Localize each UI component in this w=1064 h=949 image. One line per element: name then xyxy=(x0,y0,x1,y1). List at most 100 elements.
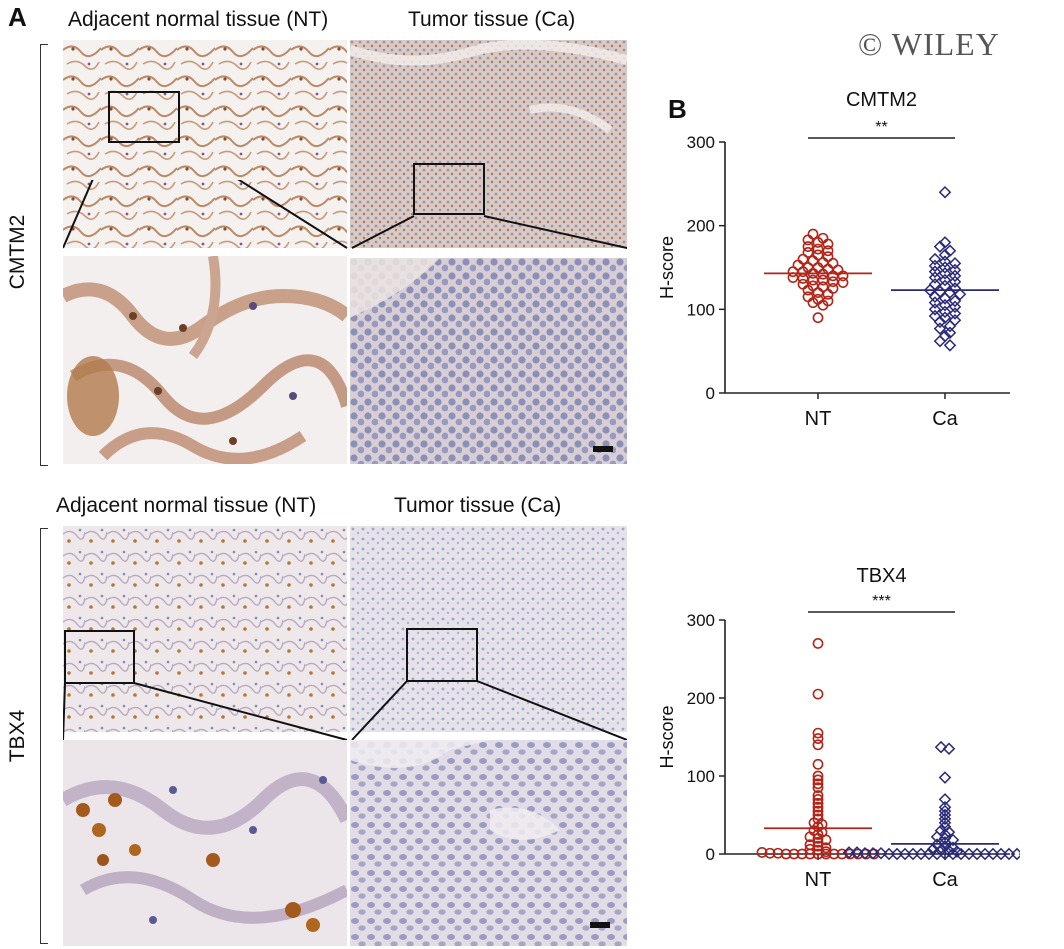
ca-data-point xyxy=(866,846,880,860)
tbx4-nt-lowmag-image xyxy=(63,526,347,732)
ca-data-point xyxy=(948,313,962,327)
ca-data-point xyxy=(938,255,952,268)
ca-data-point xyxy=(850,846,864,859)
ca-data-point xyxy=(938,828,952,841)
nt-data-point xyxy=(822,238,834,250)
x-tick-label-ca: Ca xyxy=(932,869,958,891)
significance-label: *** xyxy=(872,593,891,610)
y-tick-label: 0 xyxy=(706,845,715,864)
tbx4-nt-highmag-image xyxy=(63,740,347,946)
nt-data-point xyxy=(796,848,808,860)
ca-data-point xyxy=(994,847,1008,861)
nt-data-point xyxy=(812,774,824,786)
ca-data-point xyxy=(938,329,952,343)
significance-label: ** xyxy=(875,119,887,136)
nt-data-point xyxy=(812,733,824,744)
ca-data-point xyxy=(928,309,942,323)
nt-data-point xyxy=(820,846,832,858)
nt-data-point xyxy=(812,809,824,821)
cmtm2-ca-lowmag-image xyxy=(350,40,627,248)
ca-data-point xyxy=(938,267,952,280)
cmtm2-ca-highmag-image xyxy=(350,258,627,464)
y-tick-label: 0 xyxy=(706,384,715,403)
ca-data-point xyxy=(948,269,962,283)
ca-data-point xyxy=(948,307,962,320)
ca-data-point xyxy=(948,263,962,277)
row2-right-title: Tumor tissue (Ca) xyxy=(394,494,562,517)
nt-data-point xyxy=(812,727,824,739)
row1-label: CMTM2 xyxy=(6,214,29,290)
ca-data-point xyxy=(934,824,948,837)
cmtm2-hscore-chart: CMTM2 ** 0 100 200 300 H-score NT Ca xyxy=(657,89,1010,430)
ca-data-point xyxy=(928,259,942,273)
ca-data-point xyxy=(1010,847,1020,861)
ca-data-point xyxy=(938,305,952,319)
ca-data-point xyxy=(874,846,888,860)
nt-data-point xyxy=(817,281,829,293)
nt-data-point xyxy=(812,758,824,770)
nt-data-point xyxy=(820,842,832,854)
tbx4-ca-highmag-image xyxy=(350,740,627,946)
nt-data-point xyxy=(812,312,824,324)
ca-data-point xyxy=(938,248,952,262)
tbx4-ca-lowmag-image xyxy=(350,526,627,732)
nt-data-point xyxy=(812,638,824,649)
ca-data-point xyxy=(948,275,962,288)
ca-data-point xyxy=(942,844,956,858)
nt-data-point xyxy=(812,793,824,805)
row2-label: TBX4 xyxy=(6,709,29,763)
ca-data-point xyxy=(978,847,992,861)
wiley-watermark: © WILEY xyxy=(858,26,1000,62)
nt-data-point xyxy=(812,770,824,782)
nt-data-point xyxy=(822,245,834,257)
x-tick-label-ca: Ca xyxy=(932,408,958,430)
ca-data-point xyxy=(950,845,964,858)
nt-data-point xyxy=(812,249,824,261)
ca-data-point xyxy=(898,847,912,861)
ca-data-point xyxy=(933,322,947,335)
y-tick-label: 300 xyxy=(687,133,715,152)
ca-data-point xyxy=(933,240,947,253)
ca-data-point xyxy=(858,846,872,860)
y-tick-label: 200 xyxy=(687,217,715,236)
nt-data-point xyxy=(812,739,824,751)
y-tick-label: 200 xyxy=(687,689,715,708)
row1-zoom-lines xyxy=(63,180,627,249)
ca-data-point xyxy=(928,271,942,284)
chart-title: TBX4 xyxy=(856,565,906,587)
row2-zoom-lines xyxy=(63,680,627,741)
nt-data-point xyxy=(807,255,819,267)
nt-data-point xyxy=(817,232,829,244)
nt-data-point xyxy=(812,243,824,255)
nt-data-point xyxy=(764,847,776,859)
panel-b-letter: B xyxy=(668,94,687,124)
ca-data-point xyxy=(970,847,984,861)
ca-data-point xyxy=(943,339,957,352)
ca-data-point xyxy=(946,841,960,855)
row1-left-title: Adjacent normal tissue (NT) xyxy=(68,8,329,31)
ca-data-point xyxy=(928,265,942,278)
nt-data-point xyxy=(756,847,768,858)
nt-data-point xyxy=(807,274,819,286)
ca-data-point xyxy=(938,847,952,861)
nt-data-point xyxy=(827,257,839,269)
ca-data-point xyxy=(926,843,940,856)
ca-data-point xyxy=(986,847,1000,861)
row2-bracket xyxy=(40,528,48,944)
y-axis-label: H-score xyxy=(657,236,677,299)
row1-bracket xyxy=(40,44,48,466)
ca-data-point xyxy=(946,833,960,847)
nt-data-point xyxy=(812,805,824,817)
y-tick-label: 100 xyxy=(687,767,715,786)
ca-data-point xyxy=(914,847,928,861)
ca-data-point xyxy=(942,742,956,755)
nt-data-point xyxy=(802,262,814,273)
nt-data-point xyxy=(807,280,819,292)
nt-data-point xyxy=(792,259,804,271)
scale-bar xyxy=(590,922,610,928)
panel-a-letter: A xyxy=(8,2,27,32)
nt-data-point xyxy=(827,283,839,294)
ca-data-point xyxy=(938,185,952,199)
ca-data-point xyxy=(962,847,976,861)
ca-data-point xyxy=(938,236,952,249)
